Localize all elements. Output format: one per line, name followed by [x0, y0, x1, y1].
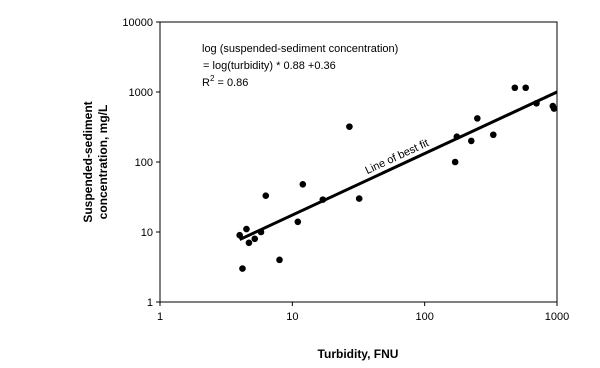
point [276, 256, 283, 264]
x-tick-label: 1000 [545, 311, 569, 323]
point [319, 196, 327, 203]
point [533, 99, 540, 107]
r-squared: R2 = 0.86 [202, 74, 248, 89]
x-axis-label: Turbidity, FNU [318, 347, 399, 361]
point [474, 115, 481, 122]
x-tick-label: 10 [286, 311, 298, 323]
y-tick-label: 100 [135, 157, 153, 169]
x-tick-label: 100 [415, 311, 433, 323]
equation: log (suspended-sediment concentration) [202, 43, 398, 55]
point [511, 84, 519, 92]
point [299, 181, 307, 188]
point [451, 158, 459, 166]
y-axis-label: concentration, mg/L [96, 105, 110, 220]
y-tick-label: 1000 [129, 87, 153, 99]
y-axis-label: Suspended-sediment [81, 101, 95, 222]
point [294, 218, 302, 226]
y-tick-label: 1 [147, 297, 153, 309]
point [236, 231, 243, 239]
point [262, 192, 270, 200]
point [550, 105, 558, 112]
point [453, 133, 461, 140]
point [243, 225, 250, 233]
point [251, 235, 259, 243]
x-tick-label: 1 [157, 311, 163, 323]
point [467, 137, 475, 145]
point [245, 239, 253, 247]
y-tick-label: 10000 [122, 17, 153, 29]
r-squared-sup: 2 [210, 74, 215, 83]
equation: = log(turbidity) * 0.88 +0.36 [200, 60, 336, 72]
point [346, 123, 353, 130]
r-squared-value: = 0.86 [214, 77, 248, 89]
r-squared-prefix: R [202, 77, 210, 89]
fit-line [239, 90, 558, 241]
y-tick-label: 10 [141, 227, 153, 239]
point [239, 265, 246, 272]
point [257, 228, 265, 236]
point [522, 84, 529, 92]
point [489, 131, 497, 139]
point [355, 195, 363, 202]
